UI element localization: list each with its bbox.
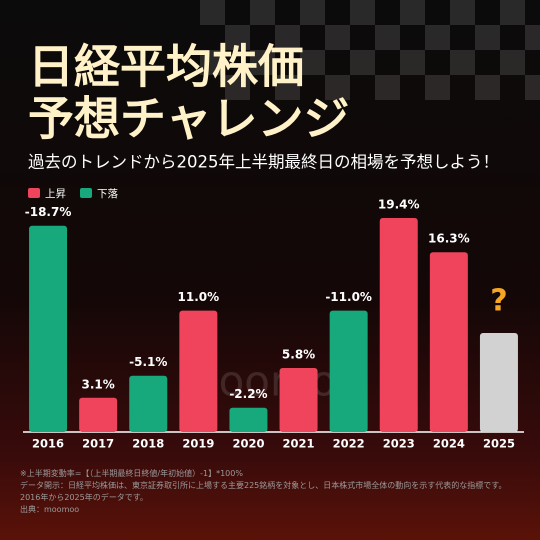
x-tick-label: 2016 xyxy=(32,437,64,451)
bar xyxy=(29,225,68,432)
check-square xyxy=(325,75,350,100)
check-square xyxy=(275,75,300,100)
check-square xyxy=(225,75,250,100)
check-square xyxy=(525,25,540,50)
subtitle: 過去のトレンドから2025年上半期最終日の相場を予想しよう！ xyxy=(28,153,499,172)
note: 出典：moomoo xyxy=(20,505,80,514)
value-label: 19.4% xyxy=(378,198,420,212)
check-square xyxy=(350,50,375,75)
bar xyxy=(79,397,118,432)
check-square xyxy=(250,50,275,75)
note: データ開示：日経平均株価は、東京証券取引所に上場する主要225銘柄を対象とし、日… xyxy=(20,481,507,502)
legend-swatch xyxy=(28,188,40,198)
value-label: -2.2% xyxy=(229,387,267,401)
check-square xyxy=(425,75,450,100)
title-line-1: 日経平均株価 xyxy=(28,40,304,94)
value-label: -18.7% xyxy=(25,205,72,219)
bar xyxy=(279,368,318,432)
x-tick-label: 2023 xyxy=(383,437,415,451)
check-square xyxy=(200,50,225,75)
check-square xyxy=(475,75,500,100)
placeholder-bar xyxy=(479,333,518,432)
value-label: -11.0% xyxy=(325,290,372,304)
check-square xyxy=(375,25,400,50)
x-tick-label: 2021 xyxy=(283,437,315,451)
legend-label: 下落 xyxy=(97,188,118,200)
check-square xyxy=(525,75,540,100)
legend-label: 上昇 xyxy=(45,188,66,200)
notes: ※上半期変動率=【（上半期最終日終値/年初始値）-1】*100% データ開示：日… xyxy=(20,468,520,516)
check-square xyxy=(450,50,475,75)
check-square xyxy=(425,25,450,50)
check-square xyxy=(400,50,425,75)
value-label: 11.0% xyxy=(178,290,220,304)
check-square xyxy=(400,0,425,25)
check-square xyxy=(350,0,375,25)
legend-swatch xyxy=(80,188,92,198)
check-square xyxy=(375,75,400,100)
x-tick-label: 2018 xyxy=(132,437,164,451)
check-square xyxy=(225,25,250,50)
bar xyxy=(329,310,368,432)
check-square xyxy=(450,0,475,25)
bar xyxy=(179,310,218,432)
bar xyxy=(429,252,468,432)
bar xyxy=(229,407,268,432)
bar xyxy=(379,218,418,432)
value-label: 16.3% xyxy=(428,232,470,246)
check-square xyxy=(500,0,525,25)
value-label: 3.1% xyxy=(82,377,115,391)
check-square xyxy=(300,50,325,75)
value-label: -5.1% xyxy=(129,355,167,369)
check-square xyxy=(300,0,325,25)
x-tick-label: 2019 xyxy=(182,437,214,451)
title-line-2: 予想チャレンジ xyxy=(28,92,350,146)
x-tick-label: 2025 xyxy=(483,437,515,451)
check-square xyxy=(275,25,300,50)
checker-pattern xyxy=(200,0,540,100)
check-square xyxy=(325,25,350,50)
x-tick-label: 2024 xyxy=(433,437,465,451)
check-square xyxy=(200,0,225,25)
x-tick-label: 2022 xyxy=(333,437,365,451)
check-square xyxy=(500,50,525,75)
note: ※上半期変動率=【（上半期最終日終値/年初始値）-1】*100% xyxy=(20,469,243,478)
check-square xyxy=(250,0,275,25)
bar xyxy=(129,375,168,432)
check-square xyxy=(475,25,500,50)
x-tick-label: 2017 xyxy=(82,437,114,451)
x-tick-label: 2020 xyxy=(232,437,264,451)
annotation: ? xyxy=(490,284,507,319)
value-label: 5.8% xyxy=(282,348,315,362)
